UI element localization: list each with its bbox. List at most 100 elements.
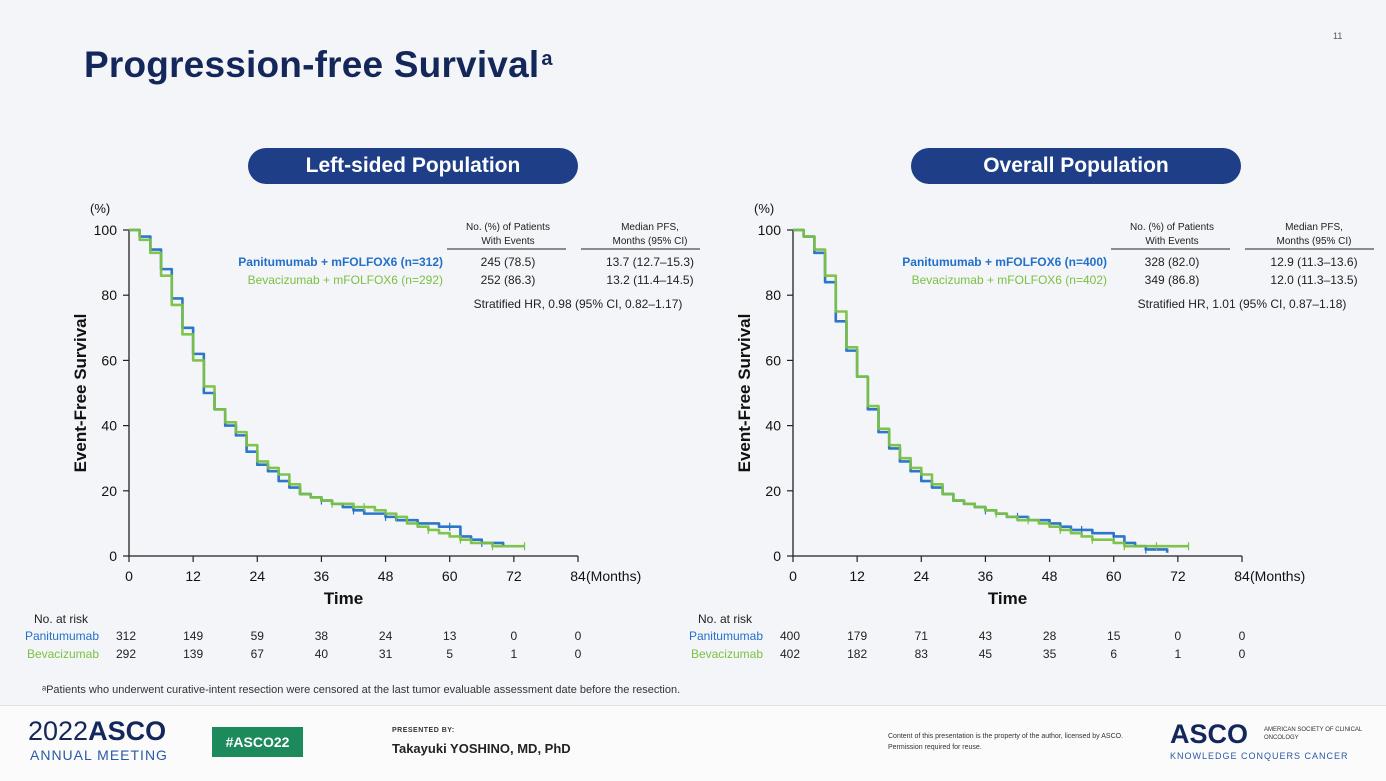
presented-by-label: PRESENTED BY: (392, 727, 455, 734)
x-unit-label: (Months) (586, 568, 641, 584)
meeting-logo: 2022ASCO (28, 716, 166, 747)
at-risk-arm-label: Panitumumab (689, 629, 763, 643)
x-tick-label: 48 (378, 568, 394, 584)
y-unit-label: (%) (90, 201, 110, 216)
median-pfs-value: 13.7 (12.7–15.3) (606, 255, 694, 269)
y-tick-label: 20 (101, 483, 117, 499)
events-value: 252 (86.3) (481, 273, 536, 287)
x-tick-label: 12 (849, 568, 865, 584)
y-tick-label: 60 (765, 352, 781, 368)
at-risk-value: 83 (915, 647, 929, 661)
title-text: Progression-free Survival (84, 44, 540, 85)
events-value: 349 (86.8) (1145, 273, 1200, 287)
x-axis-title: Time (988, 589, 1027, 608)
at-risk-arm-label: Panitumumab (25, 629, 99, 643)
x-tick-label: 84 (570, 568, 586, 584)
x-tick-label: 36 (314, 568, 330, 584)
at-risk-value: 59 (251, 629, 265, 643)
at-risk-value: 28 (1043, 629, 1057, 643)
y-tick-label: 100 (758, 222, 782, 238)
y-tick-label: 40 (101, 418, 117, 434)
at-risk-value: 67 (251, 647, 265, 661)
at-risk-value: 312 (116, 629, 136, 643)
at-risk-value: 0 (1239, 629, 1246, 643)
y-axis-title: Event-Free Survival (71, 314, 90, 473)
y-tick-label: 0 (773, 548, 781, 564)
table-header-events-1: No. (%) of Patients (466, 222, 550, 233)
annual-meeting-label: ANNUAL MEETING (30, 747, 168, 763)
x-tick-label: 60 (1106, 568, 1122, 584)
table-header-median-1: Median PFS, (621, 222, 679, 233)
at-risk-value: 13 (443, 629, 457, 643)
hazard-ratio: Stratified HR, 1.01 (95% CI, 0.87–1.18) (1138, 297, 1347, 311)
at-risk-value: 15 (1107, 629, 1121, 643)
at-risk-value: 0 (511, 629, 518, 643)
at-risk-value: 43 (979, 629, 993, 643)
y-unit-label: (%) (754, 201, 774, 216)
hashtag-badge: #ASCO22 (212, 727, 303, 757)
presenter-name: Takayuki YOSHINO, MD, PhD (392, 741, 571, 756)
x-tick-label: 72 (506, 568, 522, 584)
x-tick-label: 72 (1170, 568, 1186, 584)
at-risk-value: 31 (379, 647, 393, 661)
at-risk-value: 0 (575, 647, 582, 661)
at-risk-value: 179 (847, 629, 867, 643)
copyright-notice: Content of this presentation is the prop… (888, 733, 1124, 751)
right-panel-title: Overall Population (911, 148, 1241, 184)
at-risk-value: 1 (1175, 647, 1182, 661)
table-header-median-2: Months (95% CI) (612, 236, 687, 247)
at-risk-label: No. at risk (34, 612, 89, 626)
at-risk-value: 402 (780, 647, 800, 661)
km-curve-bevacizumab (129, 228, 525, 548)
median-pfs-value: 12.0 (11.3–13.5) (1270, 273, 1357, 287)
y-tick-label: 40 (765, 418, 781, 434)
median-pfs-value: 12.9 (11.3–13.6) (1270, 255, 1357, 269)
x-tick-label: 36 (978, 568, 994, 584)
legend-label-panitumumab: Panitumumab + mFOLFOX6 (n=400) (902, 255, 1107, 269)
x-tick-label: 12 (185, 568, 201, 584)
legend-label-bevacizumab: Bevacizumab + mFOLFOX6 (n=292) (248, 273, 443, 287)
y-axis-title: Event-Free Survival (735, 314, 754, 473)
at-risk-arm-label: Bevacizumab (691, 647, 763, 661)
x-unit-label: (Months) (1250, 568, 1305, 584)
y-tick-label: 0 (109, 548, 117, 564)
at-risk-value: 6 (1110, 647, 1117, 661)
asco-tagline: KNOWLEDGE CONQUERS CANCER (1170, 751, 1349, 761)
table-header-events-1: No. (%) of Patients (1130, 222, 1214, 233)
left-panel-title: Left-sided Population (248, 148, 578, 184)
at-risk-value: 24 (379, 629, 393, 643)
at-risk-value: 1 (511, 647, 518, 661)
legend-label-panitumumab: Panitumumab + mFOLFOX6 (n=312) (238, 255, 443, 269)
at-risk-value: 35 (1043, 647, 1057, 661)
at-risk-arm-label: Bevacizumab (27, 647, 99, 661)
at-risk-value: 0 (1239, 647, 1246, 661)
x-tick-label: 24 (913, 568, 929, 584)
y-tick-label: 100 (94, 222, 118, 238)
hazard-ratio: Stratified HR, 0.98 (95% CI, 0.82–1.17) (474, 297, 683, 311)
footnote: ᵃPatients who underwent curative-intent … (42, 684, 681, 696)
at-risk-value: 38 (315, 629, 329, 643)
x-tick-label: 60 (442, 568, 458, 584)
legend-label-bevacizumab: Bevacizumab + mFOLFOX6 (n=402) (912, 273, 1107, 287)
at-risk-value: 400 (780, 629, 800, 643)
at-risk-value: 182 (847, 647, 867, 661)
events-value: 328 (82.0) (1145, 255, 1200, 269)
asco-logo: ASCO (1170, 719, 1249, 749)
x-tick-label: 24 (249, 568, 265, 584)
at-risk-value: 45 (979, 647, 993, 661)
x-tick-label: 84 (1234, 568, 1250, 584)
title-footnote-marker: a (541, 48, 553, 70)
at-risk-value: 0 (575, 629, 582, 643)
y-tick-label: 80 (101, 287, 117, 303)
meeting-asco: ASCO (88, 716, 167, 746)
table-header-median-1: Median PFS, (1285, 222, 1343, 233)
median-pfs-value: 13.2 (11.4–14.5) (606, 273, 693, 287)
y-tick-label: 80 (765, 287, 781, 303)
table-header-events-2: With Events (1145, 236, 1198, 247)
x-tick-label: 0 (789, 568, 797, 584)
at-risk-value: 139 (183, 647, 203, 661)
y-tick-label: 20 (765, 483, 781, 499)
table-header-median-2: Months (95% CI) (1276, 236, 1351, 247)
